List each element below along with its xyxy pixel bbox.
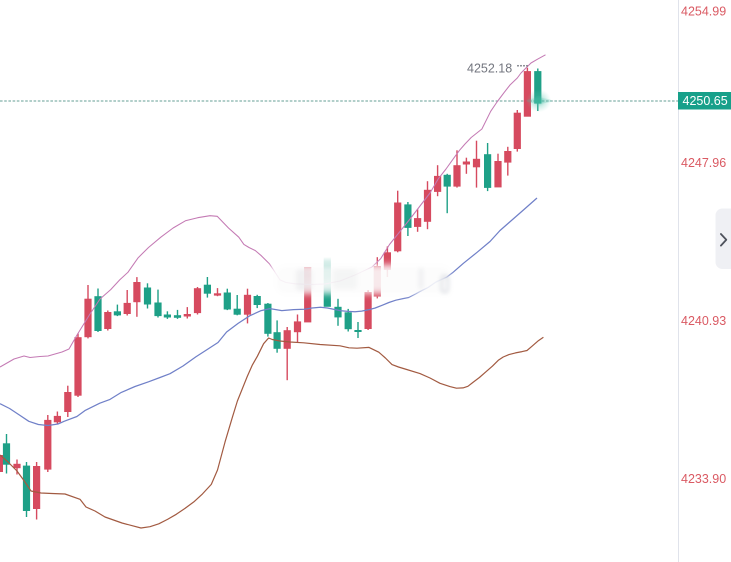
svg-text:4254.99: 4254.99 (681, 5, 726, 19)
svg-text:4250.65: 4250.65 (683, 94, 728, 108)
svg-text:4233.90: 4233.90 (681, 472, 726, 486)
svg-text:4247.96: 4247.96 (681, 156, 726, 170)
svg-text:4240.93: 4240.93 (681, 314, 726, 328)
svg-text:4252.18: 4252.18 (467, 62, 512, 76)
